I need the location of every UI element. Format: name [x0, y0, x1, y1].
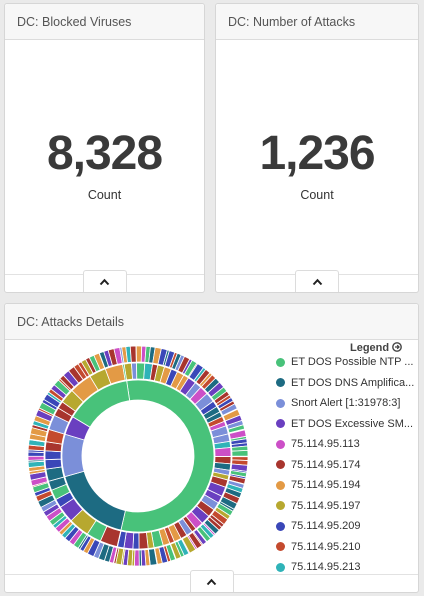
legend-swatch: [276, 480, 285, 490]
panel-title: DC: Number of Attacks: [216, 4, 418, 40]
blocked-viruses-count: 8,328: [46, 127, 163, 180]
legend-label: 75.114.95.113: [291, 438, 360, 451]
chevron-up-icon: [99, 278, 110, 285]
legend-list: ET DOS Possible NTP ... ET DOS DNS Amplif…: [276, 352, 416, 578]
legend-swatch: [276, 542, 285, 552]
collapse-toggle[interactable]: [295, 270, 339, 292]
legend-swatch: [276, 460, 285, 470]
attacks-count: 1,236: [259, 127, 375, 180]
inner-ring-segment[interactable]: [72, 380, 131, 428]
chevron-up-icon: [206, 578, 217, 585]
middle-ring-segment[interactable]: [131, 362, 138, 380]
legend-label: ET DOS Possible NTP ...: [291, 356, 414, 369]
attacks-sunburst-chart[interactable]: [24, 342, 252, 570]
legend-swatch: [276, 398, 285, 408]
collapse-toggle[interactable]: [82, 270, 127, 292]
legend-label: 75.114.95.213: [291, 561, 361, 574]
legend-label: 75.114.95.174: [291, 458, 361, 471]
legend-label: 75.114.95.210: [291, 540, 361, 553]
outer-ring-segment[interactable]: [231, 449, 249, 457]
middle-ring-segment[interactable]: [138, 532, 149, 550]
middle-ring-segment[interactable]: [122, 363, 127, 381]
legend-swatch: [276, 521, 285, 531]
middle-ring-segment[interactable]: [44, 458, 63, 470]
legend-item[interactable]: Snort Alert [1:31978:3]: [276, 393, 416, 414]
outer-ring-segment[interactable]: [129, 345, 137, 363]
inner-ring-segment[interactable]: [61, 433, 85, 478]
legend-item[interactable]: 75.114.95.194: [276, 475, 416, 496]
legend-label: ET DOS DNS Amplifica...: [291, 376, 415, 389]
legend-swatch: [276, 501, 285, 511]
metric-label: Count: [87, 188, 122, 202]
legend-label: Snort Alert [1:31978:3]: [291, 397, 401, 410]
outer-ring-segment[interactable]: [27, 455, 45, 461]
legend-item[interactable]: 75.114.95.197: [276, 496, 416, 517]
legend-swatch: [276, 378, 285, 388]
legend-item[interactable]: ET DOS DNS Amplifica...: [276, 373, 416, 394]
number-of-attacks-panel: DC: Number of Attacks 1,236 Count: [215, 3, 419, 293]
outer-ring-segment[interactable]: [119, 346, 125, 364]
legend-label: ET DOS Excessive SM...: [291, 417, 414, 430]
legend-label: 75.114.95.197: [291, 499, 361, 512]
legend-swatch: [276, 439, 285, 449]
legend-title: Legend: [350, 342, 390, 354]
blocked-viruses-panel: DC: Blocked Viruses 8,328 Count: [4, 3, 205, 293]
legend-label: 75.114.95.194: [291, 479, 361, 492]
chevron-up-icon: [312, 278, 322, 285]
metric-label: Count: [300, 188, 334, 202]
legend-item[interactable]: 75.114.95.210: [276, 537, 416, 558]
legend-item[interactable]: 75.114.95.209: [276, 516, 416, 537]
legend-item[interactable]: 75.114.95.213: [276, 557, 416, 578]
legend-item[interactable]: 75.114.95.174: [276, 455, 416, 476]
legend-item[interactable]: ET DOS Excessive SM...: [276, 414, 416, 435]
legend-label: 75.114.95.209: [291, 520, 361, 533]
legend-item[interactable]: 75.114.95.113: [276, 434, 416, 455]
arrow-circle-right-icon: [392, 342, 403, 352]
legend-toggle[interactable]: Legend: [350, 342, 403, 354]
collapse-toggle[interactable]: [189, 570, 234, 592]
panel-title: DC: Attacks Details: [5, 304, 418, 340]
legend-item[interactable]: ET DOS Possible NTP ...: [276, 352, 416, 373]
middle-ring-segment[interactable]: [44, 450, 62, 461]
legend-swatch: [276, 357, 285, 367]
legend-swatch: [276, 562, 285, 572]
panel-title: DC: Blocked Viruses: [5, 4, 204, 40]
legend-swatch: [276, 419, 285, 429]
middle-ring-segment[interactable]: [214, 447, 232, 457]
inner-ring-segment[interactable]: [120, 379, 215, 533]
